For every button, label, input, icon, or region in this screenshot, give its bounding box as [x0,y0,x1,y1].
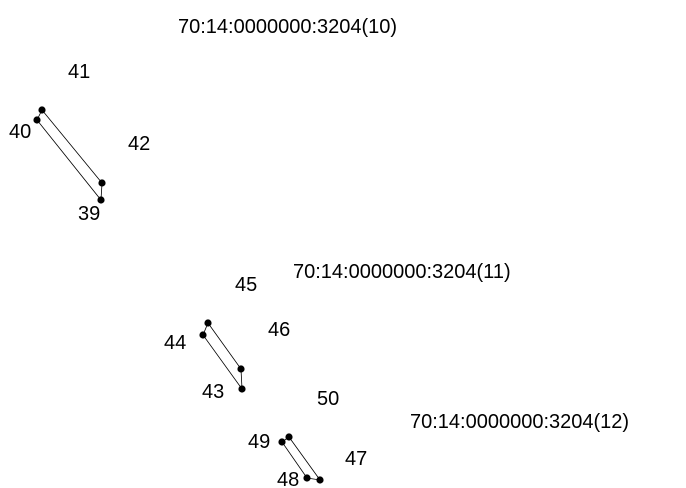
point-label-47: 47 [345,448,367,470]
parcel-10-outline [36,109,103,202]
parcel-12: 70:14:0000000:3204(12) 47 48 49 50 [248,388,629,488]
point-label-49: 49 [248,431,270,453]
point-label-42: 42 [128,133,150,155]
vertex-point-42 [98,179,106,187]
point-label-44: 44 [164,332,186,354]
vertex-point-43 [238,385,246,393]
point-label-41: 41 [68,61,90,83]
vertex-point-47 [316,476,324,484]
point-label-50: 50 [317,388,339,410]
point-label-45: 45 [235,274,257,296]
vertex-point-49 [278,438,286,446]
parcel-12-number: 70:14:0000000:3204(12) [410,411,629,433]
vertex-point-50 [285,433,293,441]
vertex-point-46 [237,365,245,373]
point-label-40: 40 [9,121,31,143]
point-label-46: 46 [268,319,290,341]
vertex-point-45 [204,319,212,327]
parcel-10: 70:14:0000000:3204(10) 39 40 41 42 [9,16,397,225]
parcel-11: 70:14:0000000:3204(11) 43 44 45 46 [164,261,511,403]
vertex-point-41 [38,106,46,114]
parcel-11-outline [202,322,243,391]
vertex-point-40 [33,116,41,124]
point-label-43: 43 [202,381,224,403]
parcel-11-number: 70:14:0000000:3204(11) [293,261,511,283]
point-label-39: 39 [78,203,100,225]
parcel-10-number: 70:14:0000000:3204(10) [178,16,397,38]
vertex-point-48 [303,474,311,482]
vertex-point-39 [97,196,105,204]
vertex-point-44 [199,331,207,339]
point-label-48: 48 [277,469,299,488]
